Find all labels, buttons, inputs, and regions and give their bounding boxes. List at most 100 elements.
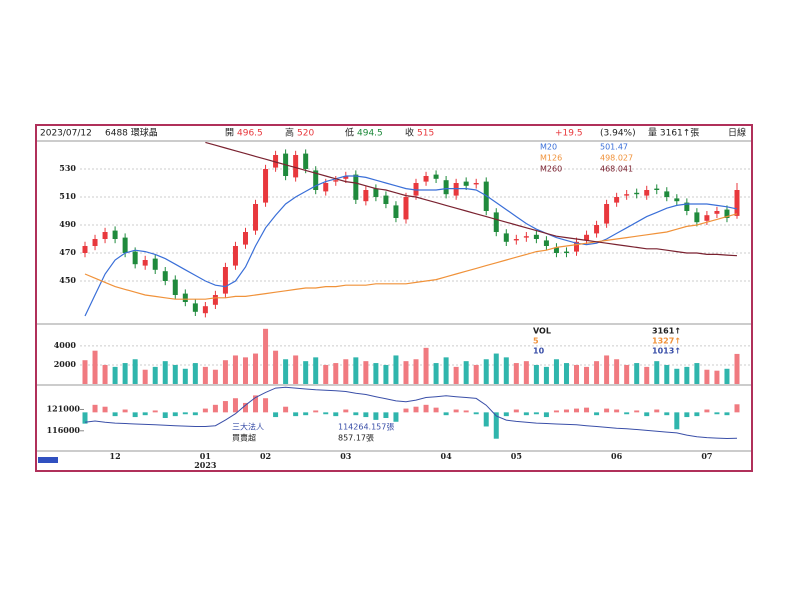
net-bar — [323, 412, 329, 415]
candle-body — [604, 204, 610, 224]
net-bar — [594, 412, 600, 416]
candle-body — [363, 190, 369, 202]
net-bar — [634, 410, 640, 413]
candle-body — [222, 267, 228, 294]
candle-body — [624, 194, 630, 196]
candle-body — [463, 181, 469, 186]
candle-body — [634, 192, 640, 195]
change-pct: (3.94%) — [600, 129, 636, 139]
candle-body — [242, 232, 248, 245]
candle-body — [162, 271, 168, 281]
volume-bar — [273, 350, 279, 384]
net-bar — [232, 398, 238, 413]
legend-value: 857.17張 — [338, 434, 374, 443]
x-tick-label: 12 — [110, 451, 121, 461]
net-bar — [574, 408, 580, 413]
candle-body — [644, 190, 650, 196]
net-bar — [253, 395, 259, 413]
volume-bar — [353, 357, 359, 384]
x-tick-label: 04 — [441, 451, 453, 461]
volume-bar — [443, 357, 449, 384]
volume-bar — [634, 363, 640, 384]
quote-label: 收 — [405, 127, 414, 139]
volume-bar — [594, 361, 600, 384]
volume-bar — [553, 359, 559, 384]
x-tick-label: 01 — [200, 451, 211, 461]
candle-body — [453, 183, 459, 196]
volume-bar — [453, 366, 459, 384]
x-tick-label: 05 — [511, 451, 522, 461]
y-tick-label: 490 — [59, 219, 76, 229]
net-bar — [373, 412, 379, 420]
volume-bar — [232, 355, 238, 384]
candle-body — [253, 204, 259, 231]
legend-value: 1013↑ — [652, 347, 681, 356]
net-bar — [303, 412, 309, 416]
quote-label: 低 — [345, 127, 354, 139]
change: +19.5 — [555, 129, 583, 139]
volume-bar — [654, 361, 660, 384]
legend-value: 114264.157張 — [338, 423, 394, 432]
volume-bar — [614, 359, 620, 384]
net-bar — [112, 412, 118, 417]
net-bar — [684, 412, 690, 418]
volume-bar — [684, 366, 690, 384]
volume-bar — [293, 355, 299, 384]
candle-body — [263, 169, 269, 203]
candle-body — [543, 240, 549, 246]
volume-bar — [102, 364, 108, 384]
legend-name: M126 — [540, 154, 562, 163]
net-bar — [543, 412, 549, 418]
volume-bar — [584, 366, 590, 384]
net-bar — [353, 412, 359, 416]
period: 日線 — [728, 127, 746, 139]
candle-body — [473, 183, 479, 185]
volume-bar — [92, 350, 98, 384]
volume-bar — [513, 363, 519, 384]
net-bar — [463, 410, 469, 413]
candle-body — [523, 236, 529, 238]
net-bar — [313, 410, 319, 413]
net-bar — [584, 407, 590, 413]
y-tick-label: 4000 — [54, 340, 77, 350]
net-bar — [483, 412, 489, 427]
net-bar — [122, 409, 128, 413]
volume-bar — [664, 364, 670, 384]
net-bar — [433, 407, 439, 413]
quote-value: 515 — [417, 129, 434, 139]
volume-bar — [263, 328, 269, 384]
candle-body — [734, 190, 740, 216]
net-bar — [393, 412, 399, 422]
net-bar — [202, 408, 208, 413]
volume-bar — [694, 363, 700, 384]
legend-name: VOL — [533, 327, 551, 336]
net-bar — [423, 404, 429, 413]
net-bar — [493, 412, 499, 439]
volume-bar — [343, 359, 349, 384]
header: 2023/07/12 6488 環球晶 +19.5 (3.94%) 量 3161… — [40, 127, 746, 139]
volume-bar — [433, 363, 439, 384]
y2-tick-label: 116000 — [47, 425, 81, 435]
volume-bar — [112, 366, 118, 384]
candle-body — [574, 241, 580, 252]
candle-body — [82, 246, 88, 253]
net-bar — [413, 406, 419, 413]
net-bar — [172, 412, 178, 417]
net-bar — [403, 408, 409, 413]
net-bar — [333, 412, 339, 417]
net-bar — [443, 412, 449, 416]
corner-badge — [38, 457, 58, 463]
candle-body — [493, 212, 499, 232]
stock-name: 6488 環球晶 — [105, 127, 158, 139]
volume-bar — [644, 366, 650, 384]
candle-body — [172, 279, 178, 295]
quote-value: 520 — [297, 129, 314, 139]
legend-name: M260 — [540, 165, 562, 174]
net-bar — [453, 409, 459, 413]
net-bar — [644, 412, 650, 417]
candle-body — [273, 155, 279, 168]
volume-bar — [212, 369, 218, 384]
year-label: 2023 — [194, 460, 217, 470]
